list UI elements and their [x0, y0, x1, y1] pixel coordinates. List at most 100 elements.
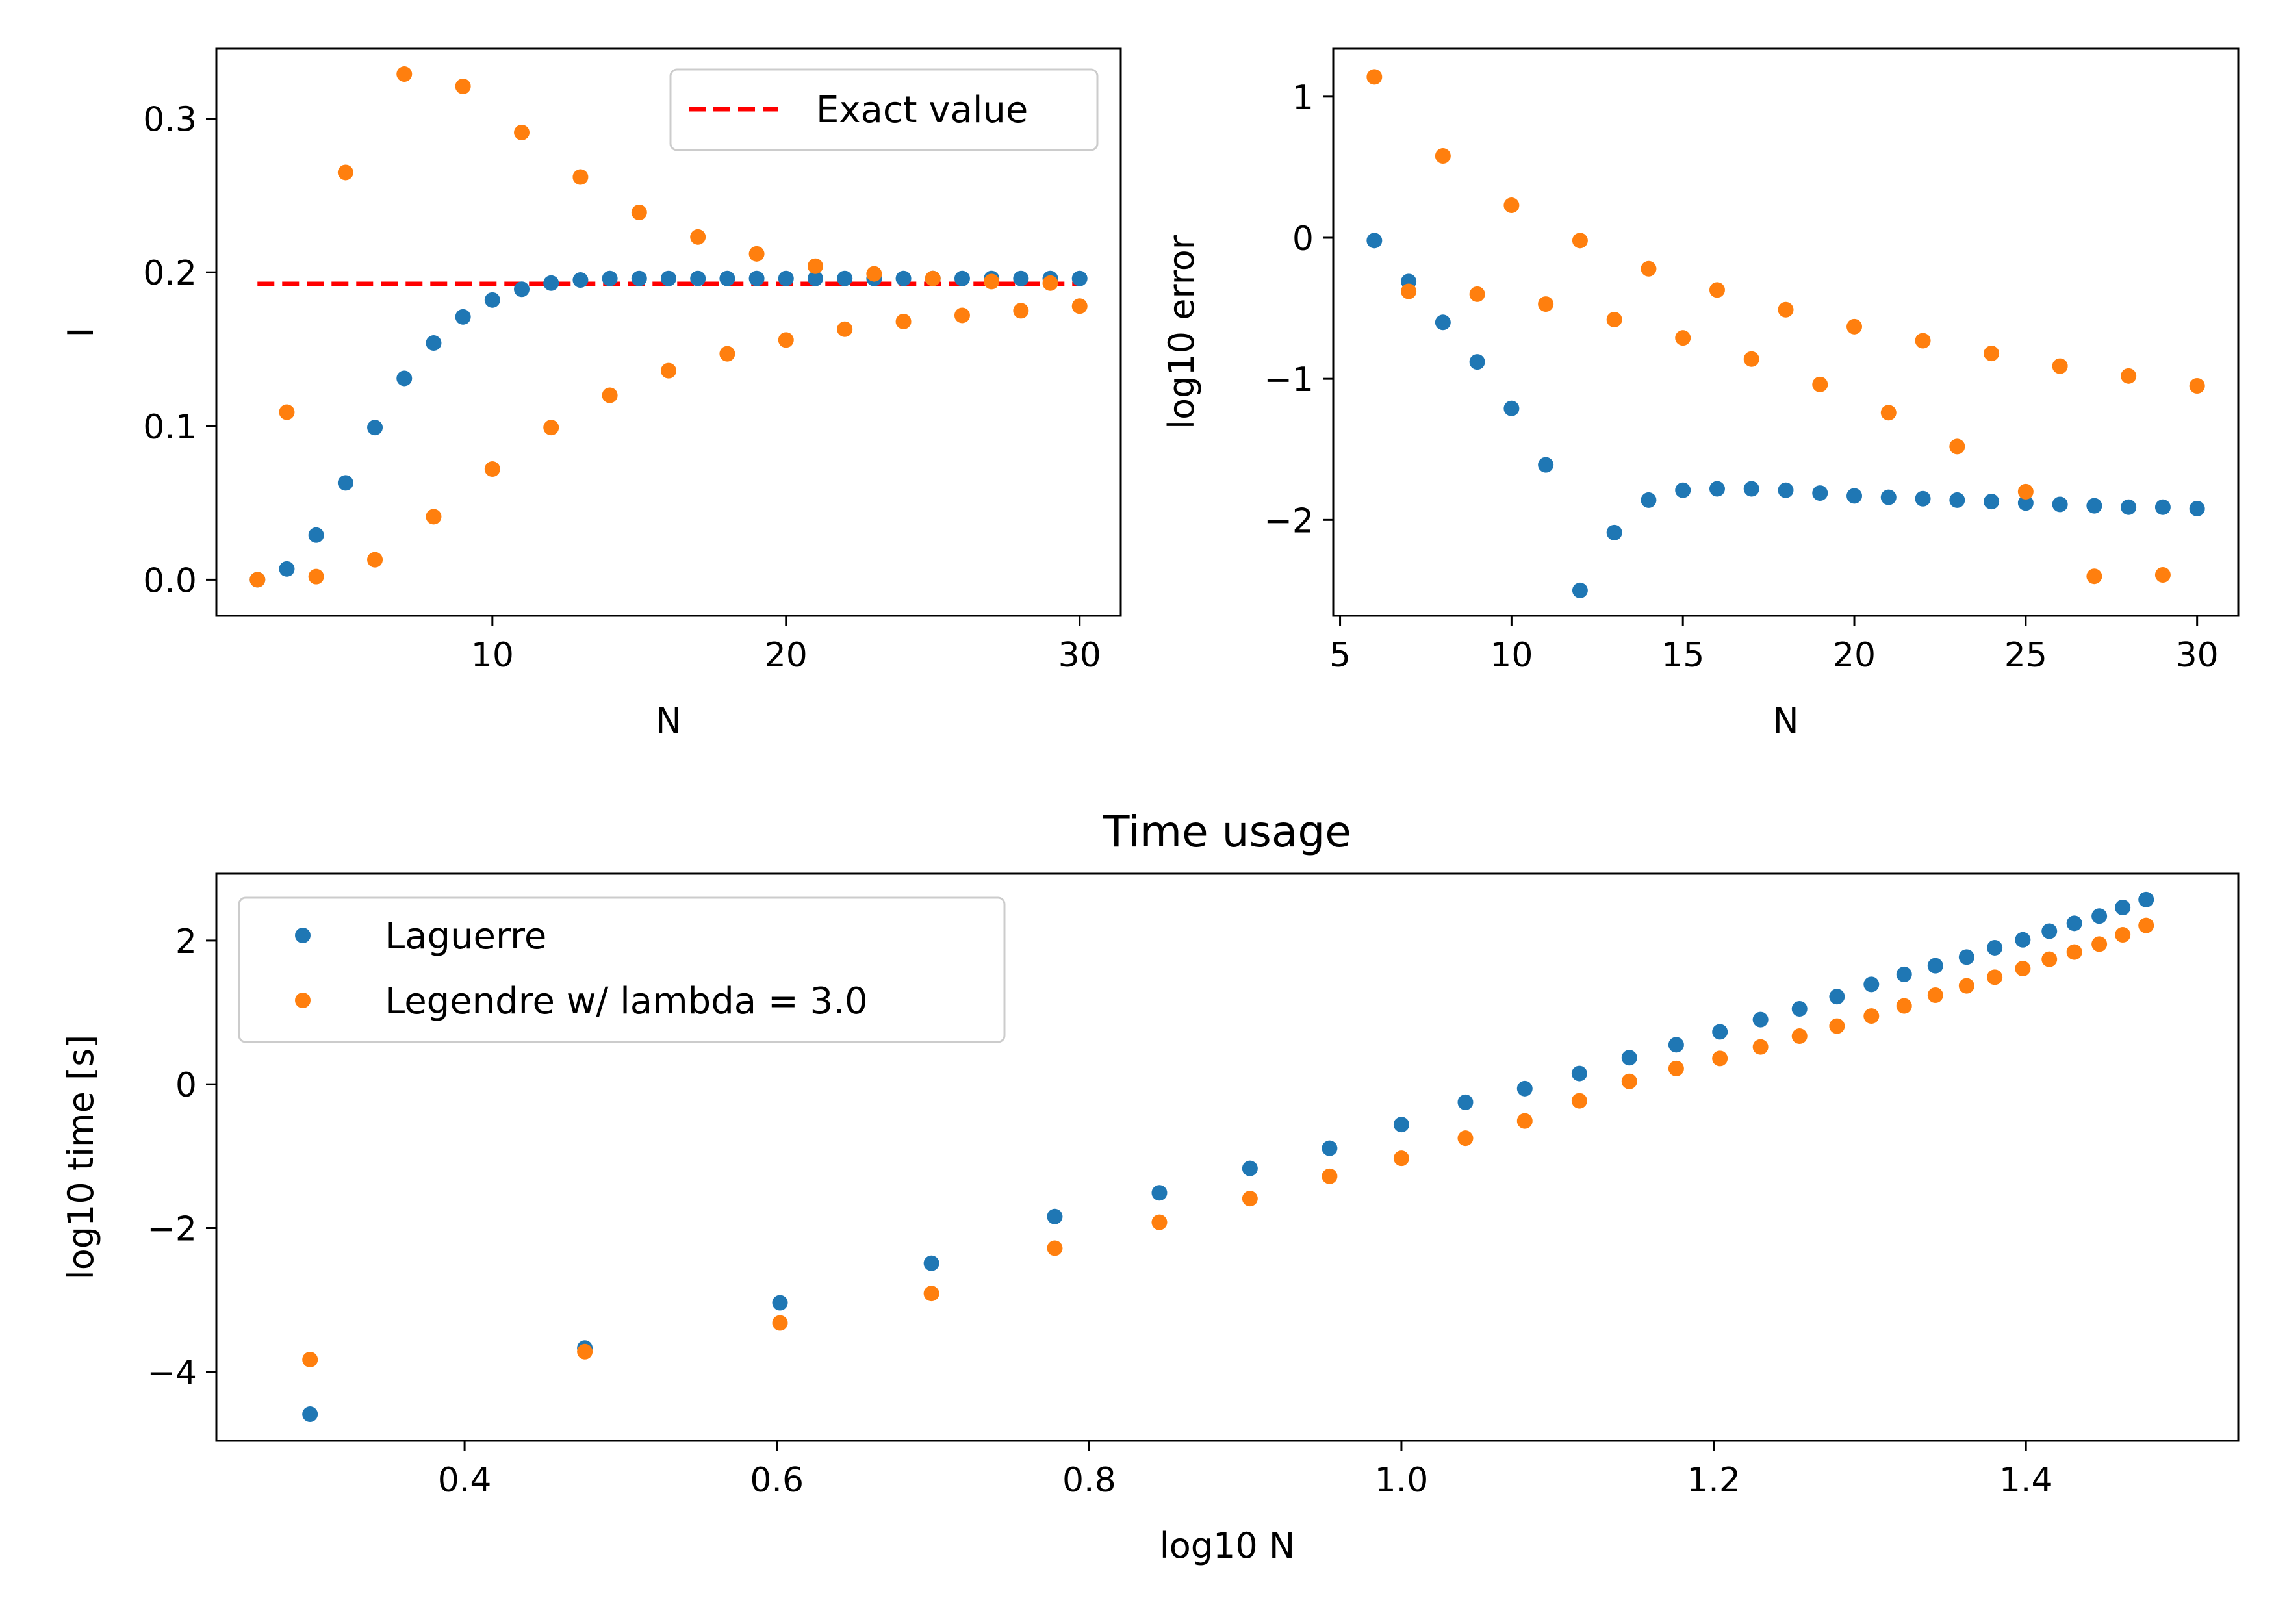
data-point [1469, 354, 1485, 370]
data-point [1863, 1008, 1880, 1024]
data-point [396, 66, 413, 82]
x-tick-label: 30 [1058, 636, 1101, 675]
data-point [1393, 1150, 1409, 1167]
data-point [1743, 351, 1759, 367]
chart-panel-3: 0.4 0.6 0.8 1.0 1.2 1.4 −4 −2 0 2 log10 N log10 tim… [60, 807, 2240, 1566]
data-point [484, 292, 500, 308]
data-point [631, 204, 647, 220]
data-point [2091, 908, 2108, 924]
data-point [2138, 917, 2154, 933]
data-point [2041, 951, 2058, 967]
data-point [1778, 301, 1794, 318]
data-point [661, 362, 676, 379]
data-point [2015, 932, 2031, 948]
data-point [1863, 976, 1880, 993]
data-point [1927, 987, 1943, 1003]
data-point [1668, 1060, 1684, 1076]
data-point [543, 275, 559, 291]
x-tick-label: 20 [1833, 636, 1876, 675]
data-point [1457, 1130, 1474, 1147]
series-1 [1366, 233, 2205, 598]
data-point [1668, 1037, 1684, 1053]
data-point [1752, 1011, 1769, 1028]
data-point [2086, 568, 2102, 585]
data-point [778, 270, 794, 286]
data-point [1812, 376, 1828, 392]
data-point [543, 420, 559, 436]
data-point [514, 281, 530, 298]
data-point [2066, 944, 2082, 960]
data-point [1949, 438, 1965, 455]
legend-box [669, 68, 1099, 151]
data-point [1896, 998, 1912, 1014]
data-point [1242, 1160, 1258, 1176]
x-tick-label: 30 [2176, 636, 2219, 675]
data-point [2138, 891, 2154, 907]
y-axis-label: I [60, 327, 101, 338]
plot-frame [215, 872, 2240, 1442]
data-point [1958, 978, 1974, 994]
x-axis-label: N [656, 700, 682, 741]
data-point [2052, 496, 2068, 513]
data-point [2115, 900, 2131, 916]
data-point [1322, 1168, 1338, 1184]
data-point [337, 164, 353, 181]
data-point [1846, 318, 1863, 335]
data-point [923, 1286, 939, 1302]
y-tick-label: 1 [1292, 79, 1314, 118]
data-point [1712, 1050, 1728, 1067]
data-point [2091, 936, 2108, 952]
y-tick-label: −4 [147, 1354, 197, 1393]
data-point [1503, 400, 1520, 416]
data-point [1151, 1185, 1168, 1201]
plot-frame [215, 47, 1122, 617]
data-point [1366, 69, 1383, 85]
data-point [602, 270, 618, 286]
x-tick-label: 0.8 [1062, 1461, 1116, 1500]
data-point [772, 1315, 788, 1331]
data-point [2017, 483, 2034, 500]
data-point [661, 270, 676, 286]
data-point [1949, 492, 1965, 508]
chart-title: Time usage [1103, 807, 1351, 857]
x-tick-label: 15 [1661, 636, 1704, 675]
data-point [866, 266, 882, 282]
legend-label: Laguerre [385, 915, 546, 958]
x-tick-label: 10 [1490, 636, 1533, 675]
data-point [2052, 358, 2068, 374]
data-point [1435, 314, 1451, 331]
data-point [1322, 1140, 1338, 1156]
data-point [1071, 270, 1088, 286]
data-point [577, 1343, 593, 1360]
data-point [772, 1295, 788, 1311]
data-point [719, 270, 735, 286]
y-tick-label: −2 [1264, 501, 1314, 540]
data-point [1712, 1024, 1728, 1040]
data-point [2066, 915, 2082, 932]
data-point [895, 270, 912, 286]
data-point [1516, 1113, 1533, 1129]
y-axis-label: log10 time [s] [60, 1035, 101, 1280]
legend-box [238, 896, 1006, 1043]
data-point [367, 552, 383, 568]
y-tick-label: 0.0 [143, 561, 197, 600]
legend-marker [295, 928, 311, 943]
data-point [1958, 949, 1974, 965]
data-point [954, 270, 970, 286]
data-point [1675, 330, 1691, 346]
data-point [1572, 582, 1588, 598]
data-point [1047, 1240, 1063, 1256]
data-point [954, 307, 970, 324]
data-point [1571, 1065, 1587, 1082]
y-axis-label: log10 error [1161, 235, 1202, 429]
data-point [455, 309, 471, 325]
data-point [1987, 939, 2003, 956]
data-point [1675, 482, 1691, 498]
data-point [1984, 494, 2000, 510]
data-point [837, 321, 853, 337]
data-point [602, 387, 618, 403]
data-point [302, 1406, 318, 1423]
data-point [923, 1255, 939, 1271]
data-point [1812, 485, 1828, 501]
